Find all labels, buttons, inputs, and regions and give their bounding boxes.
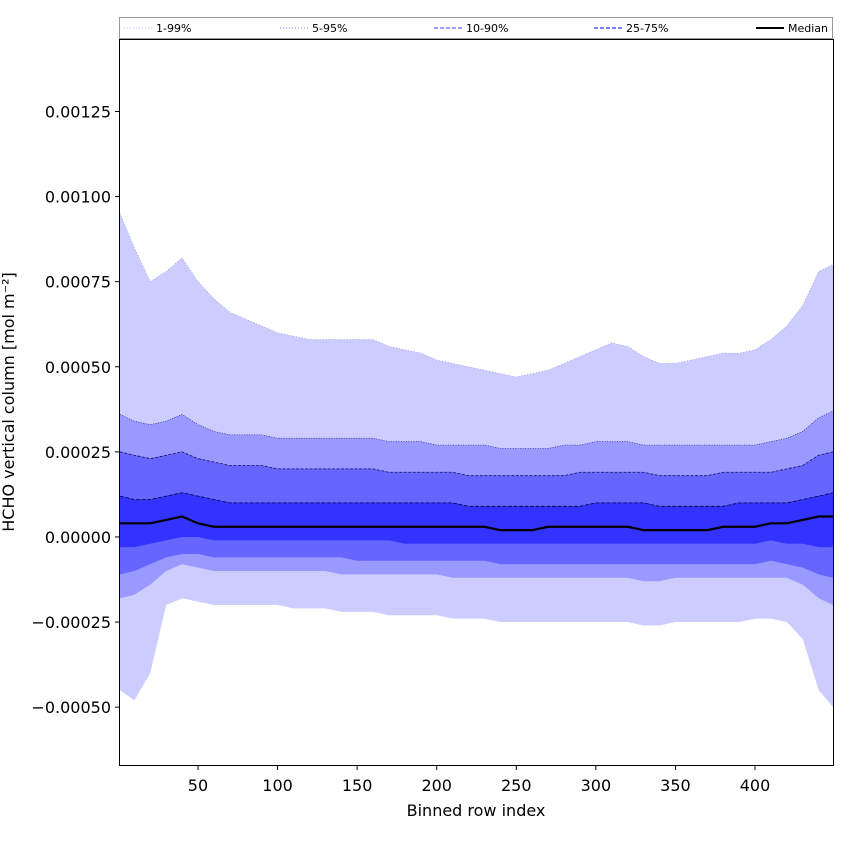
band-upper-line-5-95 — [119, 410, 834, 449]
y-tick-label: −0.00050 — [31, 698, 111, 717]
x-axis-ticks: 50 100 150 200 250 300 350 400 — [188, 765, 770, 795]
y-tick-label: −0.00025 — [31, 613, 111, 632]
x-tick-label: 200 — [421, 776, 452, 795]
band-upper-line-25-75 — [119, 492, 834, 507]
y-axis-label: HCHO vertical column [mol m⁻²] — [0, 272, 18, 531]
x-tick-label: 250 — [501, 776, 532, 795]
y-tick-label: 0.00000 — [45, 528, 111, 547]
legend-label-4: 25-75% — [626, 22, 668, 35]
plot-frame — [119, 39, 834, 766]
x-tick-label: 350 — [660, 776, 691, 795]
x-tick-label: 300 — [581, 776, 612, 795]
x-tick-label: 150 — [342, 776, 373, 795]
y-tick-label: 0.00025 — [45, 443, 111, 462]
band-upper-line-10-90 — [119, 451, 834, 477]
percentile-bands — [119, 213, 834, 708]
legend-label-2: 5-95% — [312, 22, 347, 35]
band-25-75 — [120, 492, 833, 548]
x-axis-label: Binned row index — [407, 801, 546, 820]
median-line — [120, 515, 833, 532]
y-axis-ticks: −0.00050 −0.00025 0.00000 0.00025 0.00050 0.0… — [31, 102, 120, 717]
legend-label-3: 10-90% — [466, 22, 508, 35]
x-tick-label: 100 — [262, 776, 293, 795]
y-tick-label: 0.00075 — [45, 273, 111, 292]
x-tick-label: 400 — [740, 776, 771, 795]
x-tick-label: 50 — [188, 776, 208, 795]
legend-label-1: 1-99% — [156, 22, 191, 35]
legend-label-5: Median — [788, 22, 828, 35]
legend-box — [119, 17, 833, 39]
median-line-group — [120, 515, 833, 532]
y-tick-label: 0.00100 — [45, 188, 111, 207]
band-upper-line-1-99 — [119, 213, 834, 378]
legend: 1-99% 5-95% 10-90% 25-75% Median — [119, 17, 833, 39]
y-tick-label: 0.00125 — [45, 102, 111, 121]
y-tick-label: 0.00050 — [45, 358, 111, 377]
